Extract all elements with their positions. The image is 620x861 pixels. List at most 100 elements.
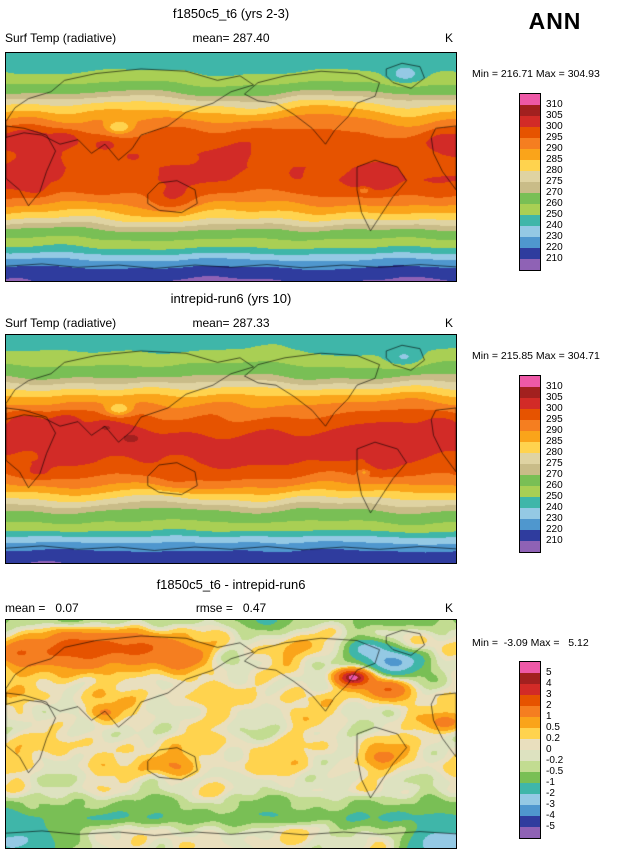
- colorbar-segment: [520, 662, 540, 673]
- colorbar-tick-label: 250: [546, 491, 563, 502]
- colorbar-tick-label: 295: [546, 414, 563, 425]
- colorbar-segment: [520, 761, 540, 772]
- colorbar-segment: [520, 728, 540, 739]
- colorbar-segment: [520, 431, 540, 442]
- colorbar-tick-label: 280: [546, 165, 563, 176]
- colorbar-segment: [520, 259, 540, 270]
- colorbar-tick-label: 210: [546, 535, 563, 546]
- colorbar-tick-label: 290: [546, 143, 563, 154]
- colorbar-segment: [520, 116, 540, 127]
- panel3-colorbar: 5 4 3 2 1 0.5 0.2 0 -0.2 -0.5 -1 -2 -3 -4 -5: [519, 661, 609, 841]
- colorbar-tick-label: 230: [546, 231, 563, 242]
- colorbar-segment: [520, 442, 540, 453]
- colorbar-segment: [520, 204, 540, 215]
- colorbar-segment: [520, 530, 540, 541]
- colorbar-tick-label: 220: [546, 524, 563, 535]
- panel2-subtitle-row: Surf Temp (radiative) mean= 287.33 K: [5, 316, 457, 331]
- colorbar-segment: [520, 673, 540, 684]
- colorbar-segment: [520, 127, 540, 138]
- panel3-rmse-label: rmse = 0.47: [195, 601, 267, 615]
- colorbar-tick-label: 285: [546, 154, 563, 165]
- colorbar-swatches: [519, 375, 541, 553]
- panel2-title: intrepid-run6 (yrs 10): [170, 291, 292, 306]
- panel3-minmax: Min = -3.09 Max = 5.12: [472, 637, 589, 649]
- colorbar-tick-label: 260: [546, 198, 563, 209]
- colorbar-tick-label: 285: [546, 436, 563, 447]
- panel2-mean-label: mean= 287.33: [192, 316, 270, 330]
- colorbar-segment: [520, 138, 540, 149]
- colorbar-tick-label: 210: [546, 253, 563, 264]
- colorbar-tick-label: 300: [546, 121, 563, 132]
- panel1-title: f1850c5_t6 (yrs 2-3): [172, 6, 290, 21]
- colorbar-tick-label: 0.2: [546, 733, 560, 744]
- season-label: ANN: [528, 8, 582, 34]
- colorbar-tick-label: 310: [546, 381, 563, 392]
- colorbar-tick-label: 275: [546, 176, 563, 187]
- colorbar-segment: [520, 453, 540, 464]
- colorbar-segment: [520, 508, 540, 519]
- colorbar-tick-label: 295: [546, 132, 563, 143]
- colorbar-segment: [520, 376, 540, 387]
- panel3-map: [5, 619, 457, 849]
- colorbar-tick-label: 270: [546, 469, 563, 480]
- colorbar-segment: [520, 497, 540, 508]
- colorbar-segment: [520, 149, 540, 160]
- colorbar-segment: [520, 486, 540, 497]
- colorbar-segment: [520, 171, 540, 182]
- colorbar-tick-label: -4: [546, 810, 555, 821]
- colorbar-swatches: [519, 661, 541, 839]
- colorbar-segment: [520, 160, 540, 171]
- colorbar-tick-label: -2: [546, 788, 555, 799]
- colorbar-segment: [520, 750, 540, 761]
- colorbar-segment: [520, 387, 540, 398]
- colorbar-tick-label: 305: [546, 392, 563, 403]
- colorbar-segment: [520, 684, 540, 695]
- panel1-minmax: Min = 216.71 Max = 304.93: [472, 68, 600, 80]
- panel2-variable-label: Surf Temp (radiative): [5, 316, 117, 330]
- colorbar-tick-label: 0: [546, 744, 552, 755]
- colorbar-segment: [520, 772, 540, 783]
- panel1-units-label: K: [444, 31, 453, 45]
- colorbar-segment: [520, 805, 540, 816]
- colorbar-segment: [520, 541, 540, 552]
- colorbar-tick-label: 240: [546, 220, 563, 231]
- panel2-units-label: K: [444, 316, 453, 330]
- colorbar-segment: [520, 739, 540, 750]
- panel1-variable-label: Surf Temp (radiative): [5, 31, 117, 45]
- colorbar-tick-label: 4: [546, 678, 552, 689]
- colorbar-segment: [520, 717, 540, 728]
- panel1-mean-label: mean= 287.40: [192, 31, 270, 45]
- colorbar-segment: [520, 794, 540, 805]
- panel2-map: [5, 334, 457, 564]
- colorbar-tick-label: 2: [546, 700, 552, 711]
- colorbar-segment: [520, 475, 540, 486]
- colorbar-tick-label: -5: [546, 821, 555, 832]
- colorbar-segment: [520, 783, 540, 794]
- panel2-minmax: Min = 215.85 Max = 304.71: [472, 350, 600, 362]
- colorbar-swatches: [519, 93, 541, 271]
- colorbar-tick-label: 275: [546, 458, 563, 469]
- colorbar-segment: [520, 226, 540, 237]
- colorbar-tick-label: 3: [546, 689, 552, 700]
- colorbar-tick-label: 0.5: [546, 722, 560, 733]
- colorbar-segment: [520, 193, 540, 204]
- colorbar-tick-label: -3: [546, 799, 555, 810]
- panel3-title: f1850c5_t6 - intrepid-run6: [156, 577, 306, 592]
- colorbar-tick-label: 290: [546, 425, 563, 436]
- colorbar-tick-label: 280: [546, 447, 563, 458]
- colorbar-tick-label: -1: [546, 777, 555, 788]
- panel3-subtitle-row: mean = 0.07 rmse = 0.47 K: [5, 601, 457, 616]
- colorbar-tick-label: 300: [546, 403, 563, 414]
- colorbar-segment: [520, 105, 540, 116]
- colorbar-segment: [520, 182, 540, 193]
- colorbar-tick-label: 260: [546, 480, 563, 491]
- colorbar-tick-label: 270: [546, 187, 563, 198]
- colorbar-tick-label: 250: [546, 209, 563, 220]
- colorbar-tick-label: 220: [546, 242, 563, 253]
- colorbar-segment: [520, 464, 540, 475]
- colorbar-segment: [520, 695, 540, 706]
- colorbar-tick-label: 305: [546, 110, 563, 121]
- colorbar-segment: [520, 248, 540, 259]
- colorbar-tick-label: 5: [546, 667, 552, 678]
- colorbar-segment: [520, 420, 540, 431]
